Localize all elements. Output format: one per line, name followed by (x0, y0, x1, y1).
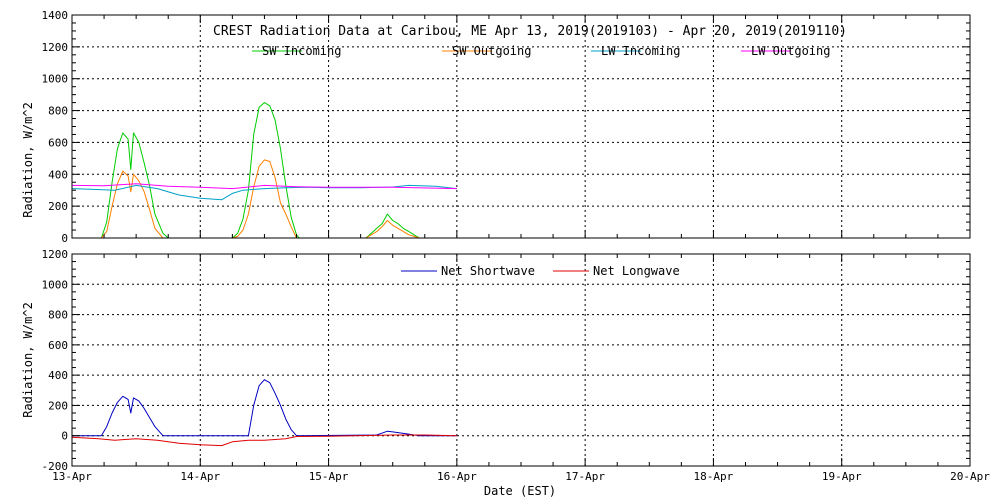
y-tick-label: 1000 (42, 278, 69, 291)
y-tick-label: 1200 (42, 41, 69, 54)
y-tick-label: 1000 (42, 73, 69, 86)
y-tick-label: 200 (48, 200, 68, 213)
series-line-sw-incoming (100, 102, 420, 239)
legend-label: Net Shortwave (441, 264, 535, 278)
bottom-panel-legend: Net Shortwave Net Longwave (401, 264, 680, 278)
y-tick-label: 0 (61, 232, 68, 245)
top-panel-grid (72, 15, 970, 238)
series-line-sw-outgoing (101, 159, 420, 239)
legend-label: LW Incoming (601, 44, 680, 58)
x-tick-label: 19-Apr (822, 470, 862, 483)
x-tick-label: 15-Apr (309, 470, 349, 483)
y-tick-label: 800 (48, 105, 68, 118)
legend-label: SW Incoming (262, 44, 341, 58)
bottom-panel-series (71, 379, 457, 447)
bottom-panel-x-tick-labels: 13-Apr 14-Apr 15-Apr 16-Apr 17-Apr 18-Apr 19-A… (52, 470, 990, 483)
bottom-panel-y-tick-labels: -200 0 200 400 600 800 1000 1200 (42, 248, 69, 473)
legend-label: SW Outgoing (452, 44, 531, 58)
top-panel-legend: SW Incoming SW Outgoing LW Incoming LW Outg… (252, 44, 830, 58)
y-tick-label: 0 (61, 430, 68, 443)
bottom-panel-grid (72, 254, 970, 466)
y-tick-label: 600 (48, 136, 68, 149)
series-line-net-shortwave (72, 379, 457, 437)
bottom-panel-y-axis-label: Radiation, W/m^2 (21, 302, 35, 418)
y-tick-label: -200 (42, 460, 69, 473)
y-tick-label: 400 (48, 168, 68, 181)
series-line-net-longwave (71, 434, 457, 447)
y-tick-label: 1200 (42, 248, 69, 261)
y-tick-label: 400 (48, 369, 68, 382)
series-line-lw-outgoing (71, 183, 457, 190)
x-tick-label: 13-Apr (52, 470, 92, 483)
bottom-panel: -200 0 200 400 600 800 1000 1200 13-Apr 14-Apr 15… (21, 248, 990, 498)
y-tick-label: 600 (48, 339, 68, 352)
y-tick-label: 200 (48, 399, 68, 412)
x-tick-label: 14-Apr (180, 470, 220, 483)
bottom-panel-x-axis-label: Date (EST) (484, 484, 556, 498)
bottom-panel-ticks (71, 253, 971, 467)
legend-label: Net Longwave (593, 264, 680, 278)
x-tick-label: 20-Apr (950, 470, 990, 483)
top-panel-y-tick-labels: 0 200 400 600 800 1000 1200 1400 (42, 9, 69, 245)
top-panel-y-axis-label: Radiation, W/m^2 (21, 102, 35, 218)
x-tick-label: 16-Apr (437, 470, 477, 483)
x-tick-label: 18-Apr (694, 470, 734, 483)
x-tick-label: 17-Apr (565, 470, 605, 483)
top-panel-ticks (71, 14, 971, 239)
legend-label: LW Outgoing (751, 44, 830, 58)
y-tick-label: 1400 (42, 9, 69, 22)
y-tick-label: 800 (48, 309, 68, 322)
top-panel-series (71, 102, 457, 239)
top-panel: 0 200 400 600 800 1000 1200 1400 Radiation, W/m… (21, 9, 971, 245)
top-panel-title: CREST Radiation Data at Caribou, ME Apr … (213, 24, 847, 39)
